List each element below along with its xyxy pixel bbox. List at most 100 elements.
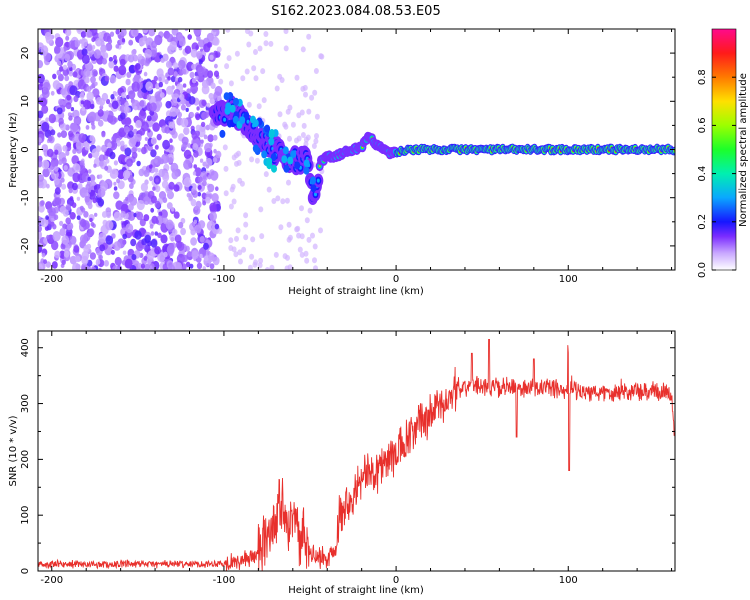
spectral-cell — [99, 102, 104, 107]
spectral-cell — [178, 221, 184, 229]
spectral-cell — [68, 115, 73, 121]
spectral-cell — [39, 97, 48, 107]
spectral-cell — [173, 184, 180, 192]
spectrogram-y-tick-label: 20 — [20, 47, 31, 60]
spectral-cell — [143, 169, 150, 177]
spectral-cell — [104, 165, 109, 171]
spectrogram-y-tick-label: 0 — [20, 146, 31, 152]
spectral-cell — [117, 96, 121, 101]
spectral-cell — [154, 144, 159, 150]
spectral-cell — [182, 83, 187, 88]
spectral-cell — [177, 76, 183, 83]
spectral-cell — [249, 253, 255, 260]
spectral-cell — [306, 108, 312, 115]
spectral-cell — [54, 197, 62, 206]
spectral-cell — [99, 160, 104, 167]
spectral-cell — [101, 144, 107, 153]
spectral-cell — [226, 55, 232, 62]
spectral-cell — [312, 243, 318, 250]
spectral-cell — [181, 263, 187, 270]
spectral-cell — [313, 68, 319, 74]
spectral-cell — [52, 223, 57, 230]
spectral-cell — [86, 44, 93, 52]
spectral-cell — [160, 234, 168, 244]
spectral-cell — [69, 255, 77, 265]
figure-title: S162.2023.084.08.53.E05 — [271, 4, 440, 19]
spectral-cell — [112, 265, 120, 270]
spectral-cell — [92, 88, 100, 98]
spectral-cell — [91, 69, 98, 77]
spectral-cell — [208, 252, 215, 261]
spectral-cell — [144, 263, 150, 270]
spectral-cell — [73, 95, 79, 103]
snr-x-tick-label: -100 — [213, 575, 236, 586]
spectral-cell — [177, 111, 183, 118]
spectral-cell — [141, 146, 147, 155]
spectral-cell — [95, 145, 102, 153]
spectral-cell — [105, 220, 114, 231]
spectral-cell — [166, 202, 173, 210]
spectral-cell — [303, 91, 308, 98]
spectral-cell — [167, 157, 174, 164]
spectral-cell — [203, 134, 208, 140]
spectral-cell — [154, 168, 159, 173]
spectral-cell — [261, 150, 268, 159]
spectral-cell — [90, 103, 95, 110]
spectral-cell — [149, 263, 155, 270]
spectral-cell — [102, 52, 109, 60]
spectral-ridge-cell — [318, 165, 321, 168]
spectral-cell — [77, 183, 83, 190]
spectral-cell — [159, 92, 165, 99]
spectral-cell — [47, 135, 53, 142]
spectral-cell — [146, 94, 152, 101]
spectral-cell — [209, 211, 218, 222]
spectral-cell — [286, 236, 292, 243]
spectral-cell — [195, 45, 199, 50]
spectral-cell — [125, 78, 131, 86]
spectral-cell — [131, 49, 137, 56]
spectral-cell — [51, 261, 58, 269]
spectral-cell — [100, 44, 107, 53]
spectral-cell — [209, 263, 215, 270]
spectral-cell — [150, 238, 158, 248]
spectral-cell — [108, 102, 113, 108]
spectral-cell — [148, 29, 156, 37]
spectral-cell — [108, 61, 115, 69]
spectral-cell — [111, 100, 119, 110]
spectral-ridge-cell — [314, 192, 317, 197]
spectral-cell — [58, 159, 63, 166]
spectral-cell — [158, 76, 162, 82]
spectral-cell — [274, 85, 280, 92]
spectral-cell — [59, 228, 66, 237]
spectral-cell — [125, 223, 134, 233]
spectral-cell — [303, 166, 310, 175]
spectral-cell — [46, 234, 50, 240]
spectral-cell — [264, 124, 271, 133]
spectral-cell — [150, 231, 155, 236]
spectral-cell — [286, 179, 291, 186]
colorbar-gradient — [711, 28, 737, 271]
spectral-cell — [190, 48, 198, 58]
spectral-cell — [172, 228, 178, 236]
spectral-cell — [62, 68, 69, 77]
spectral-cell — [87, 169, 92, 174]
spectral-cell — [109, 151, 116, 160]
snr-y-tick-label: 400 — [20, 338, 31, 357]
spectral-cell — [191, 250, 199, 260]
spectral-cell — [81, 106, 86, 112]
spectrogram-y-axis-label: Frequency (Hz) — [8, 112, 19, 188]
spectral-cell — [105, 158, 110, 164]
spectral-cell — [113, 191, 120, 200]
spectral-cell — [280, 198, 286, 205]
spectral-cell — [183, 127, 190, 136]
spectral-cell — [134, 230, 142, 240]
spectral-cell — [149, 109, 155, 116]
spectral-cell — [209, 54, 214, 61]
spectral-cell — [240, 75, 246, 82]
spectral-cell — [162, 197, 168, 203]
spectral-cell — [246, 41, 252, 48]
spectral-cell — [167, 76, 171, 81]
spectral-cell — [40, 200, 45, 206]
spectral-cell — [75, 255, 81, 263]
spectral-cell — [68, 70, 74, 77]
